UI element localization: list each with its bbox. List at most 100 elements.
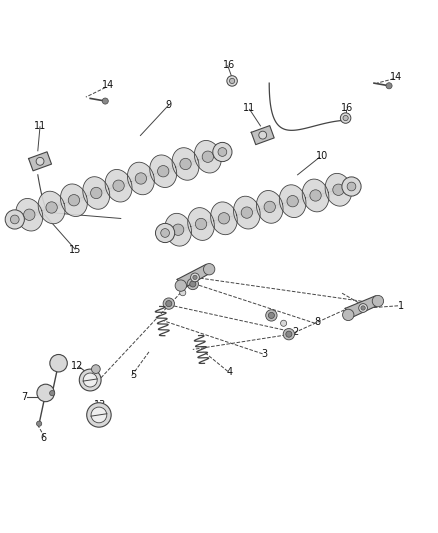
Circle shape	[241, 207, 253, 219]
Circle shape	[281, 320, 287, 326]
Circle shape	[49, 391, 55, 395]
Polygon shape	[211, 202, 237, 235]
Circle shape	[283, 328, 294, 340]
Polygon shape	[251, 126, 274, 144]
Circle shape	[340, 113, 351, 123]
Text: 14: 14	[102, 80, 114, 90]
Circle shape	[37, 384, 54, 402]
Text: 1: 1	[398, 301, 404, 311]
Circle shape	[227, 76, 237, 86]
Circle shape	[91, 187, 102, 199]
Text: 7: 7	[21, 392, 28, 402]
Polygon shape	[150, 155, 177, 188]
Circle shape	[195, 219, 207, 230]
Circle shape	[204, 263, 215, 275]
Text: 8: 8	[314, 317, 320, 327]
Circle shape	[24, 209, 35, 221]
Polygon shape	[233, 196, 260, 229]
Polygon shape	[60, 184, 87, 216]
Circle shape	[386, 83, 392, 89]
Circle shape	[286, 331, 292, 337]
Circle shape	[190, 281, 196, 287]
Circle shape	[266, 310, 277, 321]
Text: 11: 11	[34, 121, 46, 131]
Polygon shape	[28, 152, 52, 171]
Circle shape	[180, 289, 186, 296]
Circle shape	[158, 166, 169, 177]
Polygon shape	[256, 190, 283, 223]
Text: 11: 11	[244, 103, 256, 114]
Polygon shape	[38, 191, 65, 224]
Circle shape	[113, 180, 124, 191]
Circle shape	[268, 312, 275, 318]
Circle shape	[343, 309, 354, 320]
Polygon shape	[83, 177, 110, 209]
Text: 6: 6	[40, 433, 46, 443]
Circle shape	[36, 157, 44, 165]
Text: 15: 15	[69, 245, 81, 255]
Circle shape	[79, 369, 101, 391]
Circle shape	[193, 275, 197, 280]
Polygon shape	[105, 169, 132, 202]
Circle shape	[155, 223, 175, 243]
Circle shape	[218, 148, 227, 156]
Text: 13: 13	[94, 400, 106, 410]
Text: 9: 9	[166, 100, 172, 110]
Polygon shape	[279, 185, 306, 217]
Circle shape	[213, 142, 232, 161]
Circle shape	[202, 151, 214, 163]
Circle shape	[46, 202, 57, 213]
Circle shape	[218, 213, 230, 224]
Text: 10: 10	[315, 151, 328, 161]
Circle shape	[83, 373, 97, 387]
Text: 2: 2	[292, 327, 299, 337]
Circle shape	[135, 173, 147, 184]
Polygon shape	[172, 148, 199, 180]
Circle shape	[91, 407, 107, 423]
Polygon shape	[165, 213, 191, 246]
Circle shape	[68, 195, 80, 206]
Text: 5: 5	[130, 370, 136, 380]
Polygon shape	[345, 296, 380, 318]
Circle shape	[102, 98, 108, 104]
Circle shape	[287, 196, 298, 207]
Polygon shape	[16, 198, 43, 231]
Circle shape	[180, 158, 191, 169]
Polygon shape	[127, 162, 154, 195]
Circle shape	[92, 365, 100, 374]
Circle shape	[5, 210, 25, 229]
Circle shape	[161, 229, 170, 237]
Circle shape	[187, 278, 198, 289]
Circle shape	[230, 78, 235, 84]
Text: 4: 4	[227, 367, 233, 377]
Polygon shape	[188, 208, 214, 240]
Polygon shape	[194, 140, 221, 173]
Circle shape	[259, 131, 267, 139]
Circle shape	[175, 280, 187, 291]
Circle shape	[173, 224, 184, 236]
Circle shape	[36, 421, 42, 426]
Circle shape	[372, 295, 384, 306]
Polygon shape	[177, 264, 211, 289]
Text: 12: 12	[71, 361, 83, 371]
Circle shape	[342, 177, 361, 196]
Circle shape	[163, 298, 174, 309]
Circle shape	[50, 354, 67, 372]
Circle shape	[191, 273, 199, 282]
Circle shape	[310, 190, 321, 201]
Circle shape	[333, 184, 344, 196]
Circle shape	[343, 116, 348, 120]
Circle shape	[361, 306, 365, 310]
Circle shape	[87, 403, 111, 427]
Text: 14: 14	[390, 71, 402, 82]
Polygon shape	[302, 179, 329, 212]
Text: 16: 16	[223, 60, 235, 70]
Circle shape	[11, 215, 19, 224]
Circle shape	[166, 301, 172, 306]
Text: 3: 3	[262, 349, 268, 359]
Polygon shape	[325, 173, 352, 206]
Text: 16: 16	[341, 103, 353, 114]
Circle shape	[347, 182, 356, 191]
Circle shape	[359, 304, 367, 312]
Circle shape	[264, 201, 276, 213]
